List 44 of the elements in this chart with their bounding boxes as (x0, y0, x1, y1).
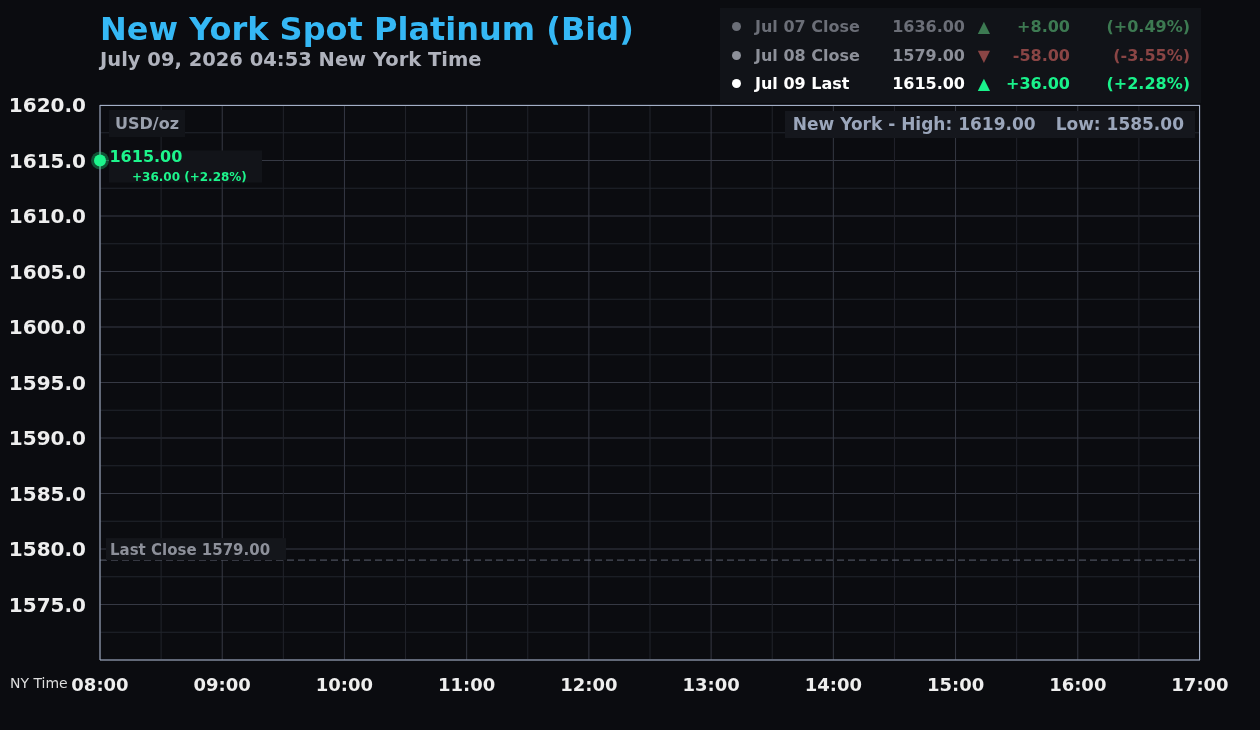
y-tick-label: 1615.0 (8, 148, 86, 173)
x-tick-label: 12:00 (560, 673, 618, 695)
text: (-3.55%) (1113, 45, 1190, 67)
text: (+2.28%) (1106, 73, 1190, 95)
y-tick-label: 1575.0 (8, 592, 86, 617)
y-tick-label: 1585.0 (8, 481, 86, 506)
y-tick-label: 1620.0 (8, 93, 86, 118)
x-tick-label: 10:00 (315, 673, 374, 695)
text: 1615.00 (892, 73, 965, 95)
x-tick-label: 17:00 (1171, 673, 1229, 695)
text: ▼ (976, 45, 992, 67)
x-tick-label: 08:00 (71, 673, 129, 695)
text: Jul 07 Close (755, 16, 860, 38)
y-axis-title: USD/oz (109, 110, 185, 137)
y-tick-label: 1600.0 (8, 315, 86, 340)
text: +8.00 (1017, 16, 1070, 38)
text: ▲ (976, 16, 992, 38)
x-axis-title: NY Time (10, 674, 68, 692)
annotation: +36.00 (+2.28%) (132, 169, 247, 184)
ref-line-label: Last Close 1579.00 (110, 541, 271, 560)
y-tick-label: 1595.0 (8, 370, 86, 395)
y-tick-label: 1590.0 (8, 426, 86, 451)
chart-title: New York Spot Platinum (Bid) (100, 9, 634, 49)
text: -58.00 (1012, 45, 1070, 67)
text: 1636.00 (892, 16, 965, 38)
x-tick-label: 14:00 (804, 673, 862, 695)
annotation: Low: 1585.00 (1055, 113, 1184, 136)
text: +36.00 (1005, 73, 1070, 95)
x-tick-label: 15:00 (926, 673, 985, 695)
text: (+0.49%) (1106, 16, 1190, 38)
y-tick-label: 1605.0 (8, 259, 86, 284)
text: 1579.00 (892, 45, 965, 67)
x-tick-label: 13:00 (682, 673, 740, 695)
chart-subtitle: July 09, 2026 04:53 New York Time (100, 47, 482, 73)
data-label: 1615.00 (109, 147, 183, 167)
y-tick-label: 1580.0 (8, 537, 86, 562)
text: Jul 09 Last (755, 73, 850, 95)
x-tick-label: 11:00 (438, 673, 496, 695)
text: ▲ (976, 73, 992, 95)
y-tick-label: 1610.0 (8, 204, 86, 229)
annotation: New York - High: 1619.00 (792, 113, 1036, 136)
x-tick-label: 16:00 (1049, 673, 1107, 695)
text: Jul 08 Close (755, 45, 860, 67)
x-tick-label: 09:00 (193, 673, 251, 695)
